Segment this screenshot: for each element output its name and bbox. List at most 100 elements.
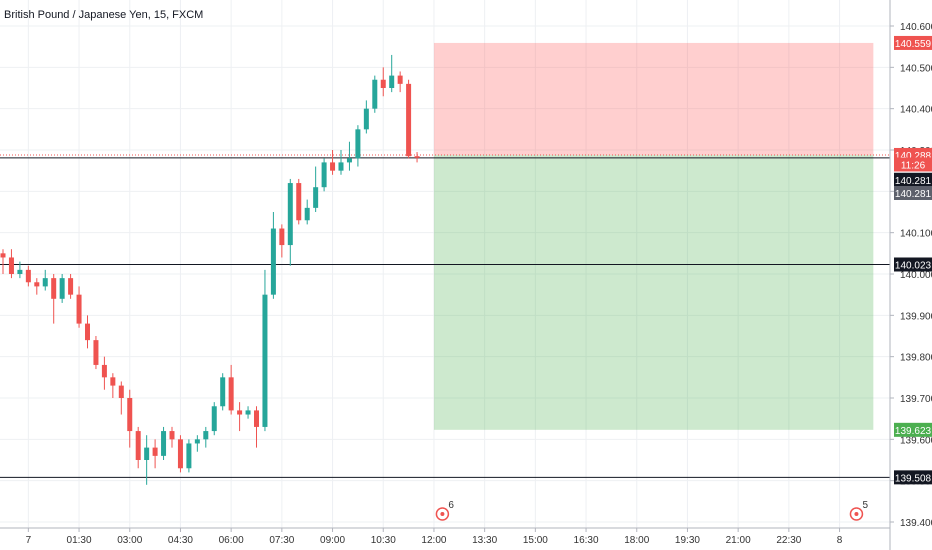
candle-up [363,108,369,130]
x-tick-label: 04:30 [168,535,193,546]
price-badge-label: 139.623 [895,426,932,437]
x-tick-label: 16:30 [574,535,599,546]
price-badge-label: 140.559 [895,39,932,50]
candle-down [177,439,183,469]
horizontal-lines[interactable] [0,154,890,478]
price-badge: 139.508 [894,470,932,485]
candle-up [389,75,395,88]
candle-down [76,294,82,324]
price-badge: 11:26 [894,157,932,172]
event-marker[interactable]: 5 [849,500,868,521]
price-badge-bg [894,422,932,437]
x-tick-label: 03:00 [117,535,142,546]
candle-down [330,162,336,171]
candle-up [287,183,293,246]
x-tick-label: 15:00 [523,535,548,546]
candle-up [372,79,378,109]
y-tick-label: 140.100 [900,229,932,240]
stop-loss-zone[interactable] [433,42,874,155]
candle-down [237,410,243,415]
candle-down [254,410,259,427]
y-tick-label: 139.900 [900,311,932,322]
event-count: 6 [448,500,454,511]
candle-down [228,377,234,411]
position-zones[interactable] [433,42,874,430]
y-tick-label: 140.400 [900,105,932,116]
price-badge-bg [894,157,932,172]
candle-down [110,377,116,386]
price-badge-label: 139.508 [895,473,932,484]
price-badge-bg [894,35,932,50]
candle-down [0,253,6,258]
y-tick-label: 139.600 [900,435,932,446]
candle-down [127,398,133,432]
candle-down [135,431,141,460]
candle-down [51,278,57,299]
price-badge-label: 140.281 [895,189,932,200]
event-icon-dot [440,512,445,516]
y-tick-label: 140.000 [900,270,932,281]
price-badge: 139.623 [894,422,932,437]
candle-up [338,162,344,171]
price-badge-bg [894,185,932,200]
x-tick-label: 13:30 [472,535,497,546]
y-tick-label: 139.700 [900,394,932,405]
y-tick-label: 139.800 [900,353,932,364]
candle-down [8,257,14,274]
candle-up [270,228,276,295]
candles [0,54,420,485]
y-tick-label: 140.500 [900,63,932,74]
candle-down [85,323,90,341]
candle-up [211,406,217,432]
candle-down [93,340,99,365]
candle-up [346,158,352,163]
candle-up [220,377,226,407]
candle-up [161,431,167,456]
candle-down [296,183,302,221]
candle-down [279,228,285,246]
candle-down [68,278,74,295]
x-tick-label: 19:30 [675,535,700,546]
y-tick-label: 139.400 [900,518,932,529]
x-tick-label: 12:00 [421,535,446,546]
x-tick-label: 22:30 [776,535,801,546]
price-badge-label: 140.281 [895,176,932,187]
event-count: 5 [862,500,868,511]
take-profit-zone[interactable] [433,154,874,430]
x-tick-label: 09:00 [320,535,345,546]
candle-down [101,364,107,378]
x-tick-label: 10:30 [371,535,396,546]
candle-up [59,278,65,299]
candle-down [34,282,40,287]
price-badge-bg [894,257,932,272]
x-tick-label: 21:00 [726,535,751,546]
candle-down [25,269,31,283]
candle-up [304,207,310,221]
candle-up [186,443,192,469]
price-badge: 140.023 [894,257,932,272]
candle-up [42,278,48,287]
candle-up [355,129,361,159]
x-tick-label: 01:30 [67,535,92,546]
price-badge: 140.281 [894,172,932,187]
candle-down [152,447,158,456]
event-icon-dot [854,512,859,516]
price-badge: 140.559 [894,35,932,50]
candle-down [380,79,386,88]
price-badge-label: 140.023 [895,260,932,271]
price-badge-label: 140.288 [895,151,932,162]
candle-down [414,156,420,158]
candle-up [203,431,209,440]
candle-up [321,162,327,188]
x-tick-label: 18:00 [624,535,649,546]
event-marker[interactable]: 6 [435,500,454,521]
candle-up [17,269,23,274]
candle-down [169,431,175,440]
candle-up [262,294,268,427]
candle-up [144,447,150,460]
candle-down [406,83,412,157]
